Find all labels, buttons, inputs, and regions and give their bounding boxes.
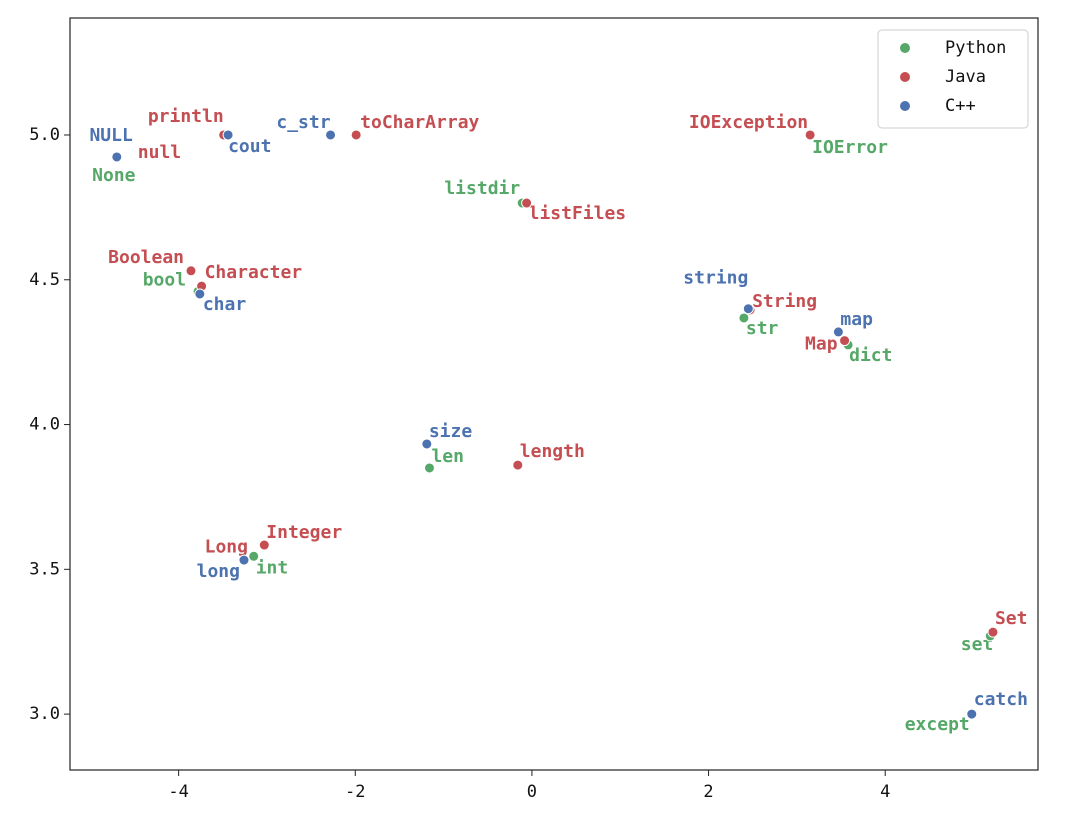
- point: [111, 151, 123, 163]
- y-tick-label: 3.5: [29, 559, 60, 579]
- point-label: int: [256, 557, 289, 578]
- y-tick-label: 5.0: [29, 125, 60, 145]
- y-tick-label: 4.0: [29, 415, 60, 435]
- point: [742, 303, 754, 315]
- legend-label: C++: [945, 96, 976, 116]
- legend-marker: [900, 43, 910, 53]
- legend-label: Python: [945, 38, 1006, 58]
- point-label: cout: [228, 136, 271, 157]
- point: [804, 129, 816, 141]
- point-label: null: [138, 142, 181, 163]
- point-label: toCharArray: [360, 112, 479, 133]
- point-label: except: [905, 714, 970, 735]
- legend: Python Java C++: [877, 29, 1029, 129]
- x-tick-label: -4: [168, 782, 188, 802]
- point: [839, 335, 851, 347]
- legend-box: [877, 29, 1029, 129]
- point-label: String: [752, 291, 817, 312]
- point: [521, 197, 533, 209]
- point: [238, 554, 250, 566]
- point-label: catch: [974, 689, 1028, 710]
- point-label: bool: [143, 269, 186, 290]
- point: [222, 129, 234, 141]
- point-label: IOError: [812, 137, 888, 158]
- y-tick-label: 4.5: [29, 270, 60, 290]
- point-label: IOException: [689, 112, 808, 133]
- point-label: Boolean: [108, 247, 184, 268]
- point: [738, 312, 750, 324]
- point-label: println: [148, 106, 224, 127]
- point: [421, 438, 433, 450]
- point: [832, 326, 844, 338]
- point-label: Map: [805, 334, 838, 355]
- point: [248, 550, 260, 562]
- point: [325, 129, 337, 141]
- x-tick-label: 0: [527, 782, 537, 802]
- x-tick-label: -2: [345, 782, 365, 802]
- point-label: Long: [205, 537, 248, 558]
- point-label: None: [92, 165, 136, 186]
- point: [194, 288, 206, 300]
- point-label: size: [429, 421, 473, 442]
- point-label: set: [961, 634, 994, 655]
- plot-frame: [69, 17, 1039, 771]
- point-label: listFiles: [529, 203, 627, 224]
- point-label: len: [431, 446, 464, 467]
- point-label: string: [683, 268, 748, 289]
- x-tick-label: 4: [880, 782, 890, 802]
- point: [987, 626, 999, 638]
- point: [423, 462, 435, 474]
- point-label: length: [520, 441, 585, 462]
- point-label: c_str: [276, 112, 330, 133]
- point-label: NULL: [89, 125, 133, 146]
- point: [966, 708, 978, 720]
- point-label: Integer: [266, 522, 342, 543]
- point-label: str: [746, 318, 779, 339]
- legend-marker: [900, 72, 910, 82]
- y-tick-label: 3.0: [29, 704, 60, 724]
- point: [258, 539, 270, 551]
- x-tick-label: 2: [703, 782, 713, 802]
- point: [350, 129, 362, 141]
- legend-marker: [900, 101, 910, 111]
- point-label: listdir: [444, 178, 520, 199]
- point-label: map: [840, 309, 873, 330]
- point-label: char: [203, 294, 247, 315]
- point: [512, 459, 524, 471]
- point-label: long: [197, 561, 240, 582]
- legend-label: Java: [945, 67, 986, 87]
- point-label: Character: [205, 262, 303, 283]
- point: [185, 265, 197, 277]
- point-label: Set: [995, 608, 1028, 629]
- point-label: dict: [849, 345, 892, 366]
